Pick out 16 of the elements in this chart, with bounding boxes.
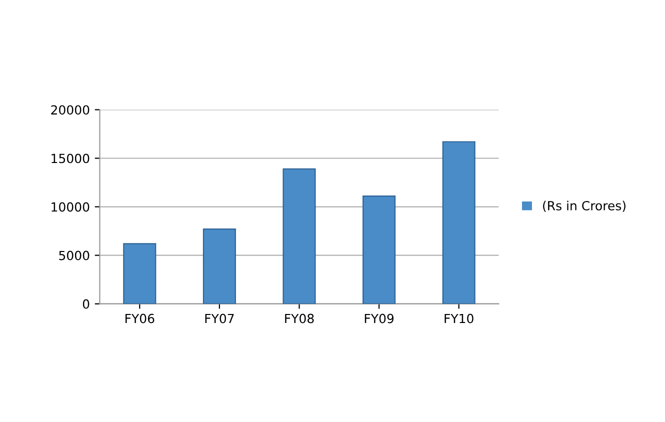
x-tick-label: FY07 (205, 314, 234, 324)
y-tick-label: 10000 (52, 202, 90, 212)
bar (282, 168, 316, 304)
x-tick-label: FY08 (285, 314, 314, 324)
y-tick-label: 5000 (59, 250, 90, 260)
bar (362, 196, 396, 304)
x-tick-label: FY10 (444, 314, 474, 324)
bar (442, 141, 476, 304)
y-tick-label: 0 (82, 299, 90, 309)
y-tick-label: 15000 (52, 154, 90, 164)
bar (123, 243, 156, 304)
y-tick-label: 20000 (51, 105, 90, 115)
x-tick-label: FY06 (126, 314, 154, 324)
x-tick-label: FY09 (364, 314, 394, 324)
legend-label: (Rs in Crores) (543, 200, 626, 212)
bar (202, 228, 236, 304)
